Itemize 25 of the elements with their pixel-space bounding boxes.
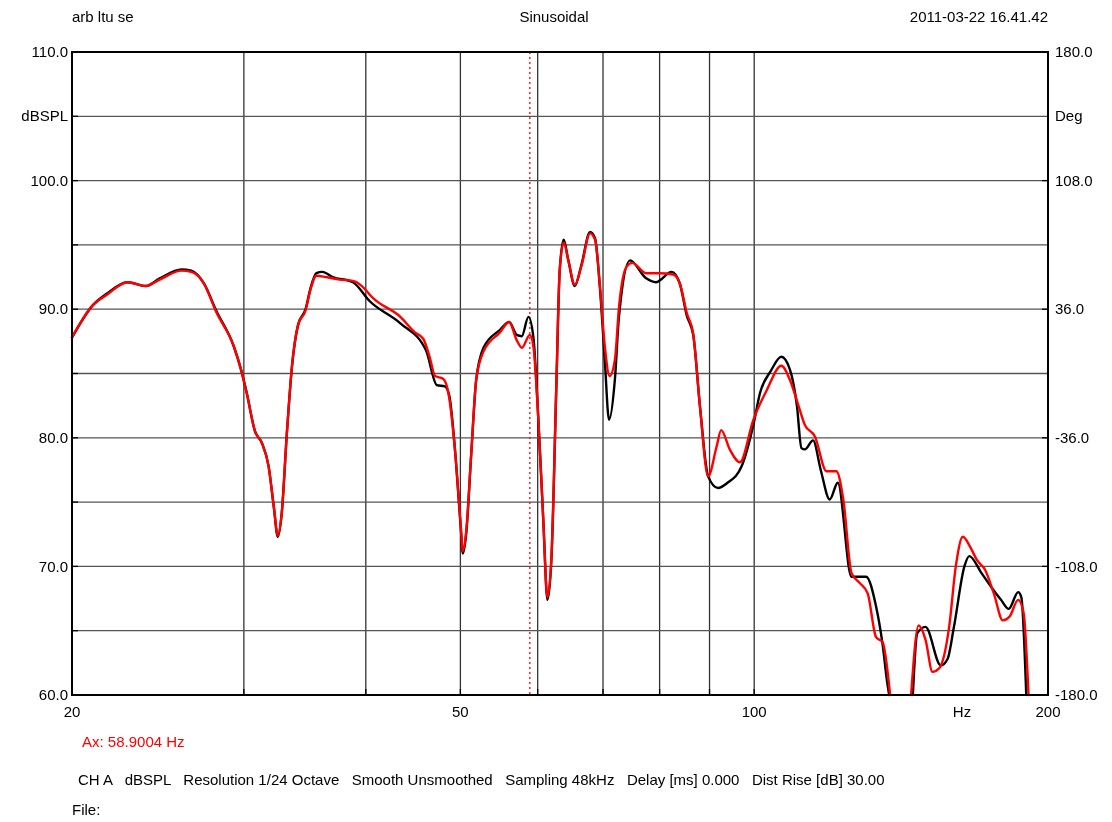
text: CH A dBSPL Resolution 1/24 Octave Smooth Unsmoothed Sampling 48kHz Delay [ms] 0.000 Dist Rise [dB] 30.00 [78,771,885,788]
y2-tick-label: -36.0 [1055,429,1090,447]
text: 2011-03-22 16.41.42 [909,8,1048,25]
chart-title: Sinusoidal [519,8,589,25]
y-tick-label: 100.0 [30,171,68,189]
y-tick-label: 80.0 [38,429,68,447]
x-tick-label: 20 [63,703,81,720]
y2-tick-label: -180.0 [1055,686,1098,704]
x-tick-label: 100 [741,703,767,720]
text: File: [72,801,101,818]
x-tick-label: 50 [452,703,469,720]
y-tick-label: 60.0 [38,686,68,704]
y2-tick-label: -108.0 [1055,557,1098,575]
x-tick-label: 200 [1035,703,1061,720]
y2-axis-title: Deg [1055,107,1083,125]
y-axis-title: dBSPL [21,107,68,125]
y2-tick-label: 36.0 [1055,300,1085,318]
y2-tick-label: 108.0 [1055,171,1093,189]
y-tick-label: 90.0 [38,300,68,318]
y2-tick-label: 180.0 [1055,43,1093,61]
y-tick-label: 110.0 [31,43,68,61]
text: arb ltu se [72,8,134,25]
ref-line-label: Ax: 58.9004 Hz [82,733,185,750]
x-axis-title: Hz [952,703,972,720]
y-tick-label: 70.0 [38,557,68,575]
